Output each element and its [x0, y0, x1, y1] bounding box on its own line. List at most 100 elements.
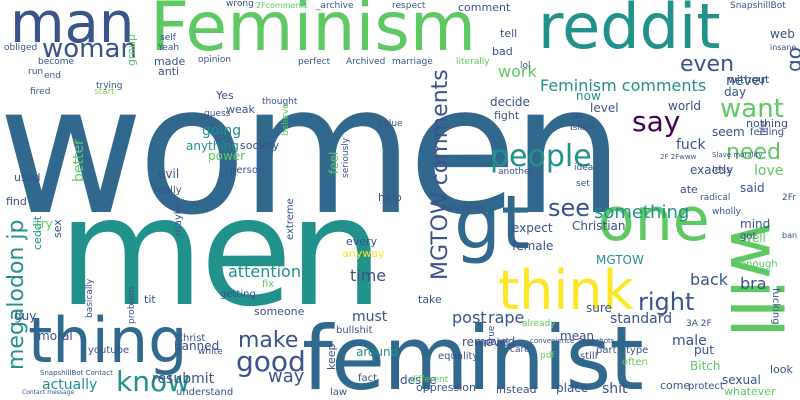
- word-snapshillbot-contact: SnapshillBot Contact: [40, 369, 113, 377]
- word-anti: anti: [158, 65, 180, 78]
- word-put: put: [694, 343, 714, 357]
- word-every: every: [346, 235, 378, 248]
- word-different: different: [410, 375, 449, 385]
- word-keep: keep: [325, 343, 338, 371]
- word-help: help: [378, 191, 402, 204]
- word-removed: removed: [462, 335, 516, 349]
- word-problem: problem: [127, 286, 137, 324]
- word-getting: getting: [220, 289, 256, 300]
- word-often: often: [622, 357, 648, 368]
- word-pushing: pushing: [448, 203, 484, 213]
- word-tell: tell: [500, 27, 518, 40]
- word-moral: moral: [38, 329, 73, 343]
- word-believe: believe: [281, 103, 291, 136]
- word-whatever: whatever: [724, 385, 776, 398]
- word-feminism-comments: Feminism comments: [540, 76, 707, 95]
- word-life: life: [759, 120, 770, 136]
- word-christian: Christian: [572, 219, 626, 233]
- word-desire: desire: [400, 373, 437, 387]
- word-self: self: [160, 33, 176, 43]
- word-bullshit: bullshit: [336, 325, 373, 336]
- word-woman: woman: [42, 34, 137, 64]
- word-never: never: [726, 73, 767, 89]
- word-female: female: [512, 239, 554, 253]
- word-exactly: exactly: [690, 163, 734, 177]
- word-point: point: [484, 337, 510, 348]
- word-expect: expect: [512, 221, 553, 235]
- word-actually: actually: [42, 377, 98, 393]
- word-something: something: [594, 202, 690, 223]
- word-try: try: [36, 217, 53, 231]
- word-islam: Islam: [570, 123, 595, 133]
- word-got: got: [740, 231, 757, 242]
- word-level: level: [590, 101, 619, 115]
- word-type: type: [626, 345, 649, 356]
- word-yes: Yes: [216, 89, 234, 102]
- word-time: time: [350, 266, 387, 285]
- word-enough: enough: [740, 259, 778, 270]
- word-value: value: [378, 119, 403, 129]
- word-guess: guess: [204, 109, 231, 119]
- word-feel: feel: [327, 151, 341, 174]
- word-still: still: [580, 351, 598, 362]
- word-2f-2fwww: 2F 2Fwww: [660, 153, 697, 161]
- word-come: come: [660, 379, 691, 392]
- word-people: people: [490, 139, 592, 174]
- word-perfect: perfect: [298, 57, 331, 67]
- word-decide: decide: [490, 95, 530, 109]
- word-back: back: [690, 270, 729, 289]
- word-fix: fix: [262, 279, 275, 290]
- word-basically: basically: [85, 278, 95, 318]
- word-lol: lol: [520, 61, 531, 71]
- word-pdf: pdf: [540, 351, 555, 361]
- word-opinion: opinion: [198, 55, 232, 65]
- word-made: made: [154, 55, 186, 68]
- word-idea: idea: [574, 163, 594, 173]
- word-see: see: [548, 194, 591, 222]
- word-mgtow: MGTOW: [596, 253, 644, 267]
- word-used: used: [14, 171, 41, 184]
- word-mgtow-comments: MGTOW comments: [428, 69, 453, 280]
- word-man: man: [10, 0, 135, 56]
- word-3a-2f: 3A 2F: [686, 319, 712, 329]
- word-radical: radical: [700, 193, 731, 203]
- word-mean: mean: [560, 329, 595, 343]
- word-sexual: sexual: [722, 373, 761, 387]
- word-set: set: [576, 179, 590, 189]
- word-feminism: Feminism: [150, 0, 477, 67]
- word-care: care: [510, 345, 530, 355]
- word-archive: _archive: [316, 1, 354, 11]
- word-well: well: [742, 231, 766, 245]
- word-part: part: [596, 345, 617, 356]
- word-law: law: [330, 387, 348, 398]
- word-around: around: [356, 345, 399, 359]
- word-megalodon-jp: megalodon jp: [4, 219, 29, 370]
- word-guy: guy: [14, 309, 37, 323]
- word-another: another: [498, 167, 534, 177]
- word-2fr: 2Fr: [782, 193, 796, 203]
- word-without: without: [728, 73, 770, 86]
- word-comment: comment: [458, 1, 511, 14]
- word-gt: gt: [454, 180, 530, 266]
- word-oppression: oppression: [416, 381, 476, 394]
- word-mind: mind: [740, 217, 771, 231]
- word-sex: sex: [51, 219, 64, 238]
- word-end: end: [44, 71, 61, 81]
- word-world: world: [668, 99, 702, 113]
- word-snapshots: Snapshots: [578, 337, 615, 345]
- word-find: find: [6, 195, 27, 208]
- word-tit: tit: [144, 293, 156, 306]
- word-take: take: [418, 293, 442, 306]
- word-already: already: [522, 319, 556, 329]
- word-wholly: wholly: [712, 207, 741, 217]
- word-fired: fired: [30, 87, 51, 97]
- word-standard: standard: [610, 311, 673, 327]
- word-power: power: [208, 149, 246, 163]
- word-someone: someone: [254, 305, 305, 318]
- word-us: us: [572, 111, 583, 121]
- word-love: love: [754, 163, 784, 179]
- word-men: men: [58, 166, 383, 340]
- word-obliged: obliged: [4, 43, 38, 53]
- word-said: said: [740, 181, 765, 195]
- word-run: run: [28, 67, 44, 77]
